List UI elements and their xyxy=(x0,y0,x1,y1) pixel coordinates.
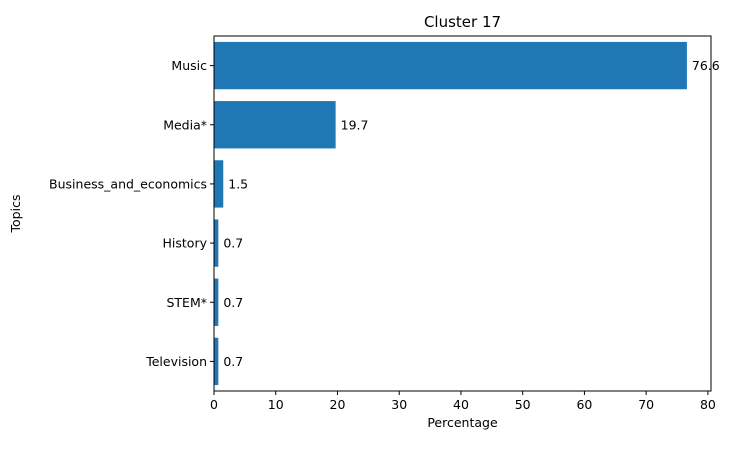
bar xyxy=(214,41,687,90)
bar-value-label: 1.5 xyxy=(228,176,248,191)
bars-layer xyxy=(214,41,687,386)
bar xyxy=(214,337,219,386)
bar-value-label: 19.7 xyxy=(341,117,369,132)
data-labels-layer: 76.6 19.7 1.5 0.7 0.7 0.7 xyxy=(223,58,719,369)
bar-value-label: 0.7 xyxy=(223,236,243,251)
x-tick-label: 50 xyxy=(515,397,531,412)
y-tick-label: Business_and_economics xyxy=(49,176,207,191)
bar-value-label: 0.7 xyxy=(223,295,243,310)
y-tick-label: Music xyxy=(171,58,207,73)
x-tick-label: 20 xyxy=(330,397,346,412)
x-tick-label: 40 xyxy=(453,397,469,412)
y-axis-label: Topics xyxy=(8,195,23,234)
bar xyxy=(214,278,219,326)
bar-value-label: 0.7 xyxy=(223,354,243,369)
plot-frame xyxy=(213,35,712,392)
y-tick-label: History xyxy=(163,236,208,251)
bar xyxy=(214,101,336,149)
x-tick-label: 80 xyxy=(700,397,716,412)
y-tick-label: STEM* xyxy=(166,295,207,310)
x-axis-label: Percentage xyxy=(427,415,498,430)
x-tick-label: 10 xyxy=(268,397,284,412)
x-tick-label: 60 xyxy=(576,397,592,412)
x-tick-label: 30 xyxy=(391,397,407,412)
bar-value-label: 76.6 xyxy=(692,58,720,73)
x-tick-label: 0 xyxy=(210,397,218,412)
y-tick-label: Media* xyxy=(163,117,207,132)
y-tick-label: Television xyxy=(145,354,207,369)
chart-title: Cluster 17 xyxy=(424,13,501,31)
bar xyxy=(214,219,219,267)
bar xyxy=(214,160,224,208)
x-axis-ticks: 0 10 20 30 40 50 60 70 80 xyxy=(210,391,716,412)
x-tick-label: 70 xyxy=(638,397,654,412)
y-axis-ticks: Music Media* Business_and_economics History… xyxy=(49,58,214,369)
